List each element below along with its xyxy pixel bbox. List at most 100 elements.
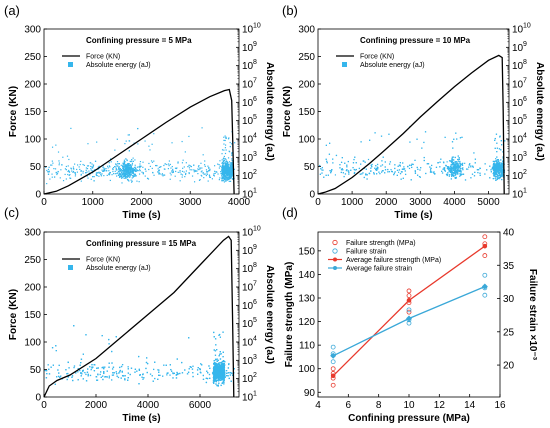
y2-tick-label: 10 (512, 43, 524, 54)
ae-point (139, 170, 141, 172)
ae-point (126, 170, 129, 172)
y-tick-label: 150 (24, 107, 41, 118)
ae-point (426, 163, 428, 165)
ae-point (502, 167, 504, 169)
ae-point (231, 169, 233, 171)
ae-point (457, 167, 459, 169)
y2-tick-exponent: 6 (523, 96, 527, 103)
ae-point (203, 164, 206, 166)
ae-point (443, 167, 446, 169)
ae-point (454, 166, 456, 169)
ae-point (108, 174, 111, 176)
ae-point (494, 137, 496, 140)
ae-point (226, 370, 228, 372)
ae-point (397, 171, 400, 173)
ae-point (393, 172, 395, 174)
ae-point (451, 159, 454, 161)
ae-point (449, 170, 452, 173)
ae-point (225, 176, 228, 179)
ae-point (129, 160, 131, 162)
ae-point (501, 171, 503, 173)
ae-point (128, 169, 130, 171)
ae-point (346, 169, 348, 171)
y2-tick-exponent: 5 (253, 114, 257, 121)
ae-point (218, 167, 220, 169)
legend-square-swatch (342, 62, 347, 67)
ae-point (115, 163, 117, 165)
ae-point (457, 164, 460, 167)
ae-point (126, 175, 128, 178)
ae-point (474, 162, 476, 164)
y-tick-label: 50 (30, 162, 42, 173)
ae-point (494, 176, 497, 178)
ae-point (134, 164, 136, 166)
ae-point (419, 176, 421, 178)
ae-point (57, 171, 59, 173)
ae-point (439, 166, 441, 168)
ae-point (494, 166, 497, 168)
ae-point (394, 167, 396, 170)
ae-point (193, 169, 195, 171)
ae-point (231, 173, 233, 175)
ae-point (452, 166, 454, 168)
ae-point (159, 166, 161, 168)
ae-point (458, 169, 460, 171)
ae-point (221, 178, 223, 180)
ae-point (223, 379, 225, 382)
ae-point (221, 159, 223, 161)
panel-label: (c) (4, 205, 19, 220)
ae-point (123, 177, 125, 179)
ae-point (455, 161, 457, 163)
y-tick-label: 100 (298, 135, 315, 146)
ae-point (118, 168, 120, 171)
ae-point (454, 168, 456, 170)
ae-point (403, 166, 405, 168)
force-line (43, 88, 235, 195)
ae-point (108, 173, 110, 176)
ae-point (460, 174, 462, 176)
ae-point (491, 167, 493, 169)
ae-point (231, 166, 233, 168)
ae-point (452, 147, 454, 149)
ae-point (222, 177, 224, 179)
ae-point (233, 368, 235, 370)
ae-point (130, 166, 132, 168)
ae-point (424, 131, 427, 133)
ae-point (399, 173, 402, 175)
ae-point (331, 169, 333, 171)
y-tick-label: 100 (24, 135, 41, 146)
ae-point (229, 165, 231, 167)
y2-tick-label: 10 (512, 98, 524, 109)
ae-point (128, 174, 130, 176)
ae-point (226, 174, 229, 176)
ae-point (109, 179, 111, 182)
ae-point (131, 168, 133, 170)
ae-point (114, 170, 116, 172)
ae-point (87, 143, 89, 145)
y2-axis-label: Absolute energy (aJ) (534, 62, 545, 161)
ae-point (55, 144, 57, 146)
ae-point (497, 165, 499, 167)
ae-point (123, 175, 126, 177)
ae-point (427, 163, 430, 165)
ae-point (492, 163, 495, 166)
ae-point (473, 175, 476, 177)
ae-point (153, 160, 155, 162)
ae-point (490, 169, 492, 171)
ae-point (459, 137, 462, 139)
ae-point (86, 175, 88, 177)
ae-point (400, 171, 403, 173)
ae-point (370, 167, 372, 169)
ae-point (123, 159, 126, 161)
ae-point (106, 174, 108, 177)
ae-point (414, 171, 416, 173)
ae-point (145, 170, 147, 172)
ae-point (399, 165, 401, 167)
ae-point (216, 171, 218, 173)
ae-point (229, 170, 231, 172)
ae-point (176, 371, 178, 374)
ae-point (393, 174, 395, 176)
ae-point (455, 166, 458, 168)
y2-tick-exponent: 6 (253, 96, 257, 103)
ae-point (225, 159, 227, 161)
